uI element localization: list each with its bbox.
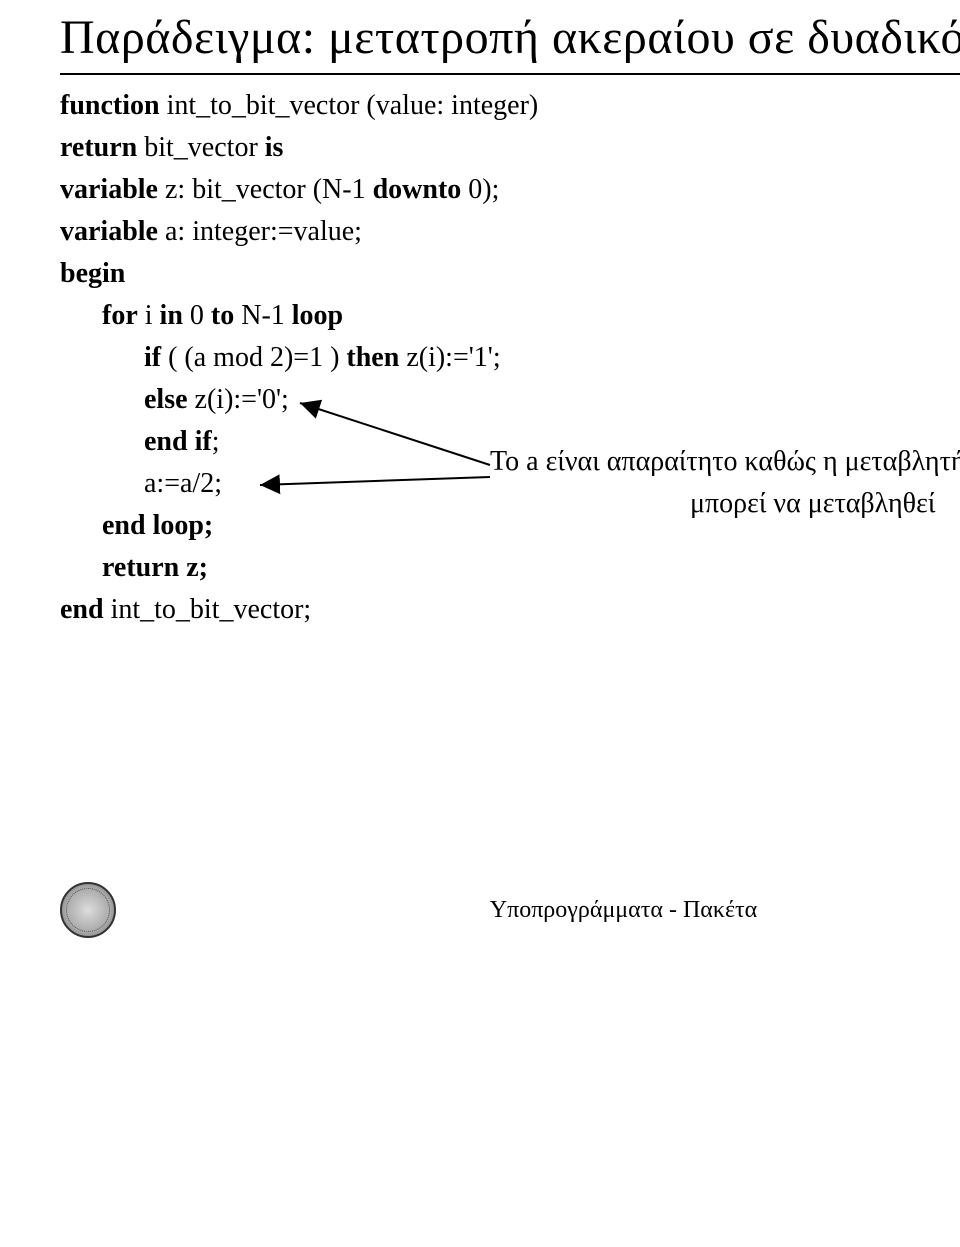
code-text: int_to_bit_vector;	[104, 594, 312, 625]
code-text: a:=a/2;	[144, 468, 222, 499]
code-text: N-1	[234, 300, 292, 331]
footer-logo-icon	[60, 882, 116, 938]
kw-is: is	[265, 132, 284, 163]
slide-title: Παράδειγμα: μετατροπή ακεραίου σε δυαδικ…	[60, 10, 960, 65]
code-line-6: for i in 0 to N-1 loop	[60, 295, 960, 337]
code-text: a: integer:=value;	[158, 216, 362, 247]
slide-content: function int_to_bit_vector (value: integ…	[60, 85, 960, 940]
code-text: int_to_bit_vector (value: integer)	[160, 90, 539, 121]
code-text: z(i):='0';	[188, 384, 289, 415]
code-line-8: else z(i):='0';	[60, 379, 960, 421]
kw-endif: end if	[144, 426, 212, 457]
kw-to: to	[211, 300, 234, 331]
annotation-block: Το a είναι απαραίτητο καθώς η μεταβλητή …	[490, 441, 960, 525]
code-text: z(i):='1';	[399, 342, 500, 373]
kw-if: if	[144, 342, 161, 373]
kw-begin: begin	[60, 258, 125, 289]
code-text: 0);	[461, 174, 499, 205]
kw-then: then	[346, 342, 399, 373]
kw-loop: loop	[292, 300, 343, 331]
kw-variable: variable	[60, 216, 158, 247]
code-line-2: return bit_vector is	[60, 127, 960, 169]
kw-endloop: end loop;	[102, 510, 213, 541]
kw-end: end	[60, 594, 104, 625]
code-line-4: variable a: integer:=value;	[60, 211, 960, 253]
code-line-13: end int_to_bit_vector;	[60, 589, 960, 631]
code-line-7: if ( (a mod 2)=1 ) then z(i):='1';	[60, 337, 960, 379]
code-line-12: return z;	[60, 547, 960, 589]
code-text: ;	[212, 426, 220, 457]
kw-function: function	[60, 90, 160, 121]
code-text: bit_vector	[137, 132, 265, 163]
code-text: ( (a mod 2)=1 )	[161, 342, 346, 373]
code-line-5: begin	[60, 253, 960, 295]
code-line-1: function int_to_bit_vector (value: integ…	[60, 85, 960, 127]
kw-for: for	[102, 300, 138, 331]
kw-else: else	[144, 384, 188, 415]
code-text: 0	[183, 300, 211, 331]
kw-return-z: return z;	[102, 552, 208, 583]
code-text: i	[138, 300, 160, 331]
kw-in: in	[160, 300, 183, 331]
title-rule	[60, 73, 960, 75]
footer: Υποπρογράμματα - Πακέτα 14	[0, 882, 960, 938]
annotation-line2: μπορεί να μεταβληθεί	[490, 483, 960, 525]
kw-return: return	[60, 132, 137, 163]
annotation-line1: Το a είναι απαραίτητο καθώς η μεταβλητή …	[490, 441, 960, 483]
kw-downto: downto	[373, 174, 462, 205]
code-text: z: bit_vector (N-1	[158, 174, 373, 205]
code-line-3: variable z: bit_vector (N-1 downto 0);	[60, 169, 960, 211]
footer-center-text: Υποπρογράμματα - Πακέτα	[490, 897, 758, 924]
kw-variable: variable	[60, 174, 158, 205]
